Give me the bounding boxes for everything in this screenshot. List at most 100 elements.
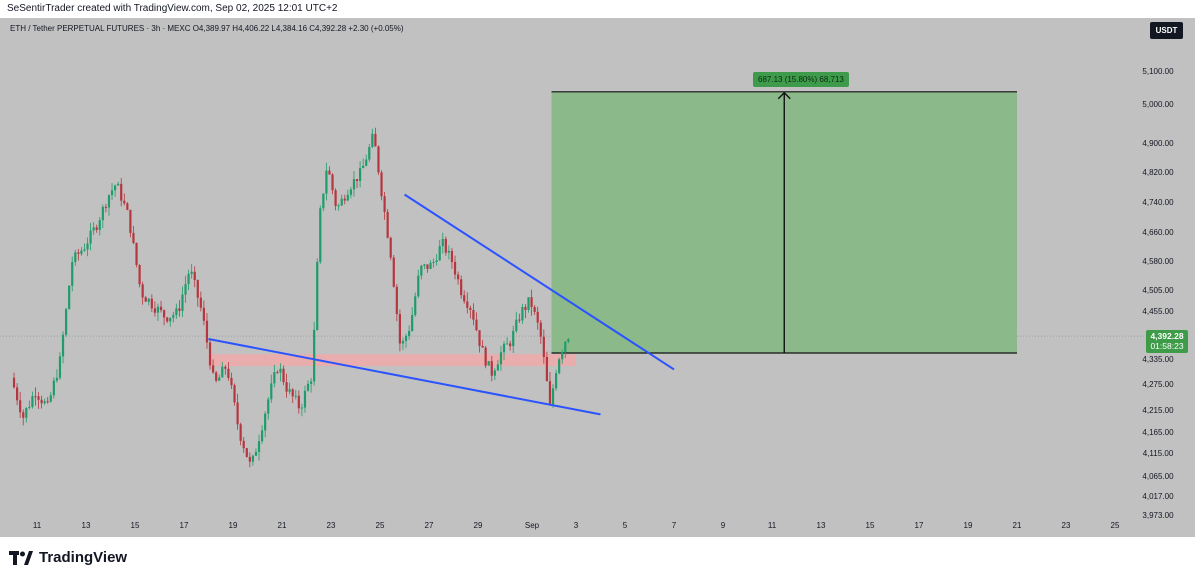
candle-bearish: [328, 170, 331, 175]
candle-bullish: [257, 441, 261, 452]
currency-button[interactable]: USDT: [1150, 22, 1183, 39]
candle-bearish: [248, 456, 251, 462]
candle-bullish: [441, 238, 444, 247]
x-axis-tick-label: 9: [721, 521, 726, 530]
candle-bullish: [107, 195, 111, 208]
candle-bullish: [98, 220, 101, 230]
x-axis-tick-label: 17: [915, 521, 924, 530]
candle-bullish: [432, 262, 435, 264]
candle-bearish: [15, 387, 19, 401]
symbol-info: ETH / Tether PERPETUAL FUTURES · 3h · ME…: [10, 24, 404, 33]
candle-bullish: [414, 296, 417, 315]
x-axis-tick-label: 19: [964, 521, 973, 530]
candle-bullish: [187, 273, 190, 285]
candle-bearish: [518, 319, 521, 321]
candle-bullish: [89, 230, 92, 244]
candle-bearish: [196, 280, 199, 298]
candle-bearish: [202, 307, 206, 321]
candle-bearish: [377, 146, 380, 173]
candle-bearish: [227, 368, 230, 378]
candle-bullish: [521, 306, 524, 321]
candle-bullish: [487, 361, 490, 366]
x-axis-tick-label: 21: [278, 521, 287, 530]
candle-bearish: [481, 345, 484, 348]
candle-bullish: [429, 262, 432, 269]
candle-bullish: [420, 265, 423, 276]
y-axis-tick-label: 4,820.00: [1142, 168, 1174, 177]
candle-bearish: [297, 395, 300, 409]
candle-bullish: [279, 368, 282, 373]
tradingview-logo-text: TradingView: [39, 549, 128, 566]
candle-bullish: [267, 399, 270, 414]
x-axis-tick-label: 15: [131, 521, 140, 530]
candle-bearish: [126, 203, 129, 210]
candle-bearish: [129, 209, 132, 233]
candle-bearish: [460, 279, 463, 296]
candle-bullish: [401, 340, 405, 344]
candle-bearish: [509, 343, 512, 347]
candle-bearish: [548, 381, 552, 405]
candle-bearish: [22, 412, 25, 418]
candle-bullish: [288, 389, 291, 392]
price-chart[interactable]: 5,100.00 5,000.00 4,900.00 4,820.00 4,740.00…: [0, 18, 1195, 537]
candle-bearish: [392, 257, 395, 287]
candle-bullish: [303, 390, 307, 408]
chart-area[interactable]: 5,100.00 5,000.00 4,900.00 4,820.00 4,740.00…: [0, 18, 1195, 537]
y-axis-tick-label: 4,065.00: [1142, 472, 1174, 481]
candle-bearish: [285, 382, 288, 392]
candle-bearish: [389, 237, 392, 258]
candle-bearish: [426, 264, 429, 269]
candle-bearish: [208, 342, 212, 366]
candle-bullish: [169, 317, 172, 322]
candle-bearish: [178, 308, 181, 311]
candle-bullish: [218, 377, 221, 381]
candle-bearish: [144, 297, 147, 302]
candle-bullish: [309, 381, 313, 384]
candle-bullish: [270, 383, 273, 400]
candle-bearish: [291, 389, 294, 397]
candle-bearish: [34, 396, 37, 398]
candle-bearish: [211, 365, 215, 373]
candle-bullish: [447, 250, 451, 253]
candle-bullish: [101, 206, 104, 221]
candle-bullish: [306, 383, 310, 391]
y-axis-tick-label: 4,900.00: [1142, 139, 1174, 148]
y-axis-tick-label: 5,100.00: [1142, 67, 1174, 76]
candle-bearish: [236, 402, 239, 425]
tradingview-logo[interactable]: TradingView: [9, 549, 127, 566]
candle-bullish: [567, 338, 570, 342]
candle-bullish: [417, 275, 420, 297]
y-axis-tick-label: 3,973.00: [1142, 511, 1174, 520]
candle-bullish: [110, 190, 114, 196]
candle-bullish: [352, 179, 356, 190]
x-axis-tick-label: 7: [672, 521, 677, 530]
measure-label: 687.13 (15.80%) 68,713: [753, 72, 849, 87]
candle-bearish: [456, 274, 460, 280]
candle-bullish: [92, 227, 95, 231]
candle-bullish: [300, 407, 304, 409]
x-axis-tick-label: 13: [82, 521, 91, 530]
resistance-trendline: [403, 193, 675, 371]
x-axis-tick-label: Sep: [525, 521, 540, 530]
candle-bullish: [74, 252, 77, 263]
candle-bullish: [322, 193, 325, 209]
candle-bullish: [49, 395, 52, 402]
candle-bearish: [193, 271, 196, 281]
candle-bullish: [172, 315, 175, 318]
candle-bullish: [221, 366, 224, 378]
x-axis-tick-label: 3: [574, 521, 579, 530]
candle-bullish: [55, 377, 59, 381]
candle-bullish: [411, 314, 414, 331]
candle-bullish: [551, 388, 555, 405]
candle-bearish: [123, 200, 126, 204]
candle-bullish: [28, 406, 31, 408]
candle-bullish: [25, 407, 28, 418]
x-axis-tick-label: 11: [768, 521, 777, 530]
candle-bullish: [156, 306, 160, 313]
candle-bearish: [153, 308, 157, 313]
candle-bearish: [166, 317, 169, 322]
candle-bullish: [362, 165, 365, 169]
candle-bearish: [199, 297, 202, 308]
tradingview-logo-icon: [9, 550, 33, 565]
candle-bearish: [475, 319, 478, 331]
